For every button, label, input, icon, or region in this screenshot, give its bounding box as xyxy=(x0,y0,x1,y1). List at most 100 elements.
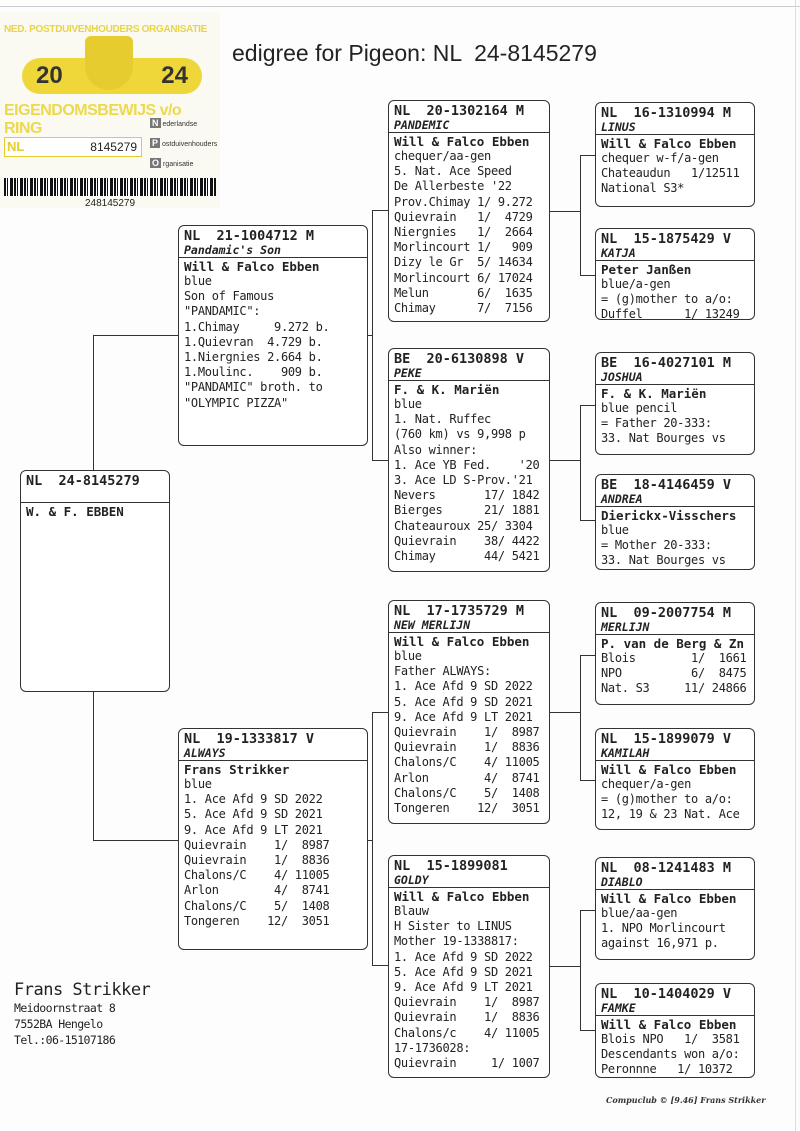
pedigree-line: Niergnies 1/ 2664 xyxy=(394,225,533,240)
ring-number: BE 18-4146459 V xyxy=(601,477,732,493)
pedigree-line: 17-1736028: xyxy=(394,1040,471,1055)
pedigree-line: Descendants won a/o: xyxy=(601,1047,740,1062)
pedigree-line: Quievrain 1/ 8836 xyxy=(184,853,330,868)
owner-name: Will & Falco Ebben xyxy=(601,136,737,151)
pigeon-box-dd: NL 15-1899081 GOLDY Will & Falco Ebben Blau… xyxy=(388,855,550,1078)
connector-line xyxy=(580,405,595,407)
breeder-phone: Tel.:06-15107186 xyxy=(14,1033,116,1047)
pigeon-box-dam: NL 19-1333817 V ALWAYS Frans Strikker blue 1… xyxy=(178,728,368,950)
pedigree-line: = (g)mother to a/o: xyxy=(601,292,733,307)
owner-name: Dierickx-Visschers xyxy=(601,508,737,523)
ring-number: NL 17-1735729 M xyxy=(394,603,525,619)
connector-line xyxy=(550,966,580,968)
pigeon-name: ALWAYS xyxy=(179,747,367,761)
pedigree-line: blue/aa-gen xyxy=(601,906,678,920)
connector-line xyxy=(372,965,388,967)
owner-name: Will & Falco Ebben xyxy=(601,762,737,777)
pedigree-line: Father ALWAYS: xyxy=(394,664,491,679)
pedigree-line: H Sister to LINUS xyxy=(394,919,512,934)
pigeon-name: KATJA xyxy=(596,247,754,261)
pedigree-line: Quievrain 38/ 4422 xyxy=(394,533,540,548)
ring-number: NL 24-8145279 xyxy=(26,473,140,489)
connector-line xyxy=(580,655,582,780)
connector-line xyxy=(580,910,595,912)
barcode-number: 248145279 xyxy=(84,198,136,209)
connector-line xyxy=(93,335,95,470)
pedigree-line: blue xyxy=(184,274,212,288)
pedigree-line: blue xyxy=(394,649,422,663)
pedigree-line: Chateauroux 25/ 3304 xyxy=(394,518,533,533)
pedigree-line: Morlincourt 6/ 17024 xyxy=(394,270,533,285)
software-credit: Compuclub © [9.46] Frans Strikker xyxy=(606,1095,766,1105)
page-title: edigree for Pigeon: NL 24-8145279 xyxy=(232,40,597,66)
connector-line xyxy=(93,335,178,337)
pedigree-line: Prov.Chimay 1/ 9.272 xyxy=(394,194,533,209)
pedigree-line: Blauw xyxy=(394,904,429,918)
pedigree-line: Chalons/c 4/ 11005 xyxy=(394,1025,540,1040)
pedigree-line: Nevers 17/ 1842 xyxy=(394,488,540,503)
pigeon-name: Pandamic's Son xyxy=(179,244,367,258)
pedigree-line: blue/a-gen xyxy=(601,277,671,291)
pedigree-line: 1.Quievran 4.729 b. xyxy=(184,334,323,349)
pedigree-line: "PANDAMIC": xyxy=(184,304,261,319)
connector-line xyxy=(372,210,374,460)
pedigree-line: Also winner: xyxy=(394,442,478,457)
pedigree-line: = Father 20-333: xyxy=(601,416,712,431)
pedigree-line: Chalons/C 4/ 11005 xyxy=(184,868,330,883)
pedigree-line: Duffel 1/ 13249 xyxy=(601,307,740,322)
pedigree-line: Melun 6/ 1635 xyxy=(394,285,533,300)
connector-line xyxy=(580,1030,595,1032)
pedigree-line: National S3* xyxy=(601,181,685,196)
pedigree-line: (760 km) vs 9,998 p xyxy=(394,427,526,442)
pedigree-line: 1. Ace Afd 9 SD 2022 xyxy=(394,949,533,964)
pedigree-line: Chateaudun 1/12511 xyxy=(601,166,740,181)
pigeon-name: DIABLO xyxy=(596,876,754,890)
pigeon-box-ddd: NL 10-1404029 V FAMKE Will & Falco Ebben Bl… xyxy=(595,983,755,1078)
connector-line xyxy=(550,712,580,714)
pigeon-box-root: NL 24-8145279 W. & F. EBBEN xyxy=(20,470,170,692)
pedigree-line: blue xyxy=(184,777,212,791)
pedigree-line: 1. Nat. Ruffec xyxy=(394,412,491,427)
pedigree-line: Quievrain 1/ 4729 xyxy=(394,209,533,224)
pigeon-name: PEKE xyxy=(389,367,549,381)
pedigree-line: Chimay 44/ 5421 xyxy=(394,549,540,564)
pedigree-line: Tongeren 12/ 3051 xyxy=(184,913,330,928)
connector-line xyxy=(372,460,388,462)
ring-country: NL xyxy=(7,139,25,154)
year-right: 24 xyxy=(161,62,188,89)
connector-line xyxy=(580,155,595,157)
pedigree-line: Peronnne 1/ 10372 xyxy=(601,1062,733,1077)
pigeon-name: MERLIJN xyxy=(596,621,754,635)
pedigree-line: Bierges 21/ 1881 xyxy=(394,503,540,518)
pedigree-line: Quievrain 1/ 8836 xyxy=(394,1010,540,1025)
pedigree-line: "PANDAMIC" broth. to xyxy=(184,380,323,395)
scan-edge xyxy=(0,6,800,7)
pedigree-line: 12, 19 & 23 Nat. Ace xyxy=(601,807,740,822)
pedigree-line: Son of Famous xyxy=(184,289,275,304)
year-left: 20 xyxy=(36,62,63,89)
pedigree-line: blue xyxy=(601,523,629,537)
connector-line xyxy=(550,211,580,213)
owner-name: Peter Janßen xyxy=(601,262,692,277)
pigeon-box-ds: NL 17-1735729 M NEW MERLIJN Will & Falco E… xyxy=(388,600,550,824)
pigeon-name: GOLDY xyxy=(389,874,549,888)
pigeon-name: NEW MERLIJN xyxy=(389,619,549,633)
owner-name: Will & Falco Ebben xyxy=(601,1017,737,1032)
pedigree-line: Chalons/C 4/ 11005 xyxy=(394,755,540,770)
pedigree-line: Morlincourt 1/ 909 xyxy=(394,240,533,255)
connector-line xyxy=(93,692,95,840)
pedigree-line: Quievrain 1/ 8987 xyxy=(394,725,540,740)
card-heading: EIGENDOMSBEWIJS v/o RING xyxy=(4,102,182,137)
pedigree-line: = (g)mother to a/o: xyxy=(601,792,733,807)
pedigree-line: Chalons/C 5/ 1408 xyxy=(394,785,540,800)
pedigree-line: = Mother 20-333: xyxy=(601,538,712,553)
pigeon-name: KAMILAH xyxy=(596,747,754,761)
connector-line xyxy=(580,910,582,1030)
pigeon-name: ANDREA xyxy=(596,493,754,507)
connector-line xyxy=(580,780,595,782)
pedigree-line: 5. Ace Afd 9 SD 2021 xyxy=(394,694,533,709)
pigeon-box-sdd: BE 18-4146459 V ANDREA Dierickx-Visschers b… xyxy=(595,474,755,570)
